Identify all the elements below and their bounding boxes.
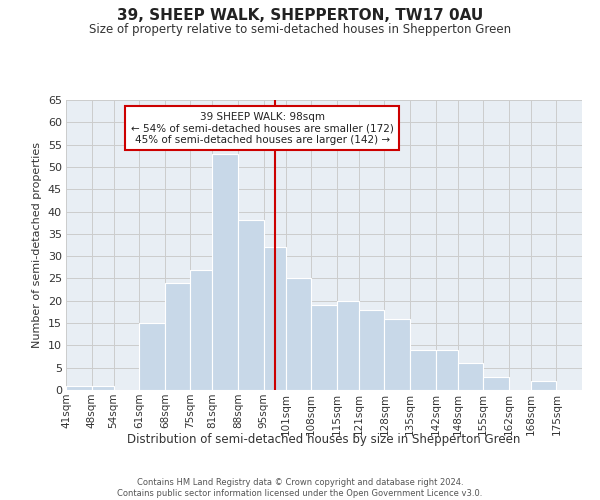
Bar: [238, 220, 263, 390]
Bar: [458, 363, 483, 390]
Bar: [190, 270, 212, 390]
Bar: [337, 301, 359, 390]
Bar: [286, 278, 311, 390]
Bar: [483, 376, 509, 390]
Bar: [385, 318, 410, 390]
Bar: [92, 386, 113, 390]
Bar: [263, 247, 286, 390]
Text: 39 SHEEP WALK: 98sqm
← 54% of semi-detached houses are smaller (172)
45% of semi: 39 SHEEP WALK: 98sqm ← 54% of semi-detac…: [131, 112, 394, 145]
Bar: [139, 323, 165, 390]
Bar: [359, 310, 385, 390]
Bar: [436, 350, 458, 390]
Text: 39, SHEEP WALK, SHEPPERTON, TW17 0AU: 39, SHEEP WALK, SHEPPERTON, TW17 0AU: [117, 8, 483, 22]
Bar: [531, 381, 556, 390]
Bar: [410, 350, 436, 390]
Y-axis label: Number of semi-detached properties: Number of semi-detached properties: [32, 142, 42, 348]
Text: Contains HM Land Registry data © Crown copyright and database right 2024.
Contai: Contains HM Land Registry data © Crown c…: [118, 478, 482, 498]
Bar: [311, 305, 337, 390]
Bar: [66, 386, 92, 390]
Bar: [212, 154, 238, 390]
Bar: [165, 283, 190, 390]
Text: Distribution of semi-detached houses by size in Shepperton Green: Distribution of semi-detached houses by …: [127, 432, 521, 446]
Text: Size of property relative to semi-detached houses in Shepperton Green: Size of property relative to semi-detach…: [89, 22, 511, 36]
